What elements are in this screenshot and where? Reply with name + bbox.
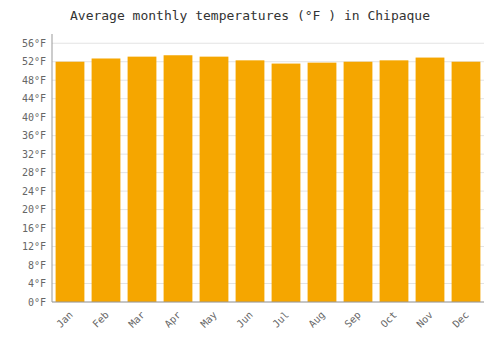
- x-tick-label: Dec: [450, 309, 471, 330]
- x-tick-label: Apr: [162, 309, 183, 330]
- y-tick-label: 32°F: [22, 149, 46, 160]
- y-tick-label: 56°F: [22, 38, 46, 49]
- grid-line: [52, 43, 484, 44]
- chart: Average monthly temperatures (°F ) in Ch…: [0, 0, 500, 350]
- x-axis-line: [52, 302, 484, 303]
- y-tick-label: 4°F: [28, 278, 46, 289]
- y-tick-label: 48°F: [22, 75, 46, 86]
- x-tick-label: Jan: [54, 309, 75, 330]
- background: [0, 0, 500, 350]
- x-tick-label: Feb: [90, 309, 111, 330]
- y-tick-label: 24°F: [22, 186, 46, 197]
- x-tick-label: Jul: [270, 309, 291, 330]
- y-tick-label: 12°F: [22, 241, 46, 252]
- bar: [92, 58, 121, 302]
- y-tick-label: 40°F: [22, 112, 46, 123]
- bar: [272, 64, 301, 302]
- x-tick-label: Sep: [342, 309, 363, 330]
- y-tick-label: 52°F: [22, 56, 46, 67]
- grid-line: [52, 302, 484, 303]
- bars: [56, 55, 481, 302]
- x-tick-label: Oct: [378, 309, 399, 330]
- x-tick-label: Jun: [234, 309, 255, 330]
- y-tick-label: 8°F: [28, 260, 46, 271]
- y-tick-label: 16°F: [22, 223, 46, 234]
- bar: [200, 57, 229, 302]
- bar: [380, 60, 409, 302]
- y-tick-label: 44°F: [22, 93, 46, 104]
- bar: [236, 60, 265, 302]
- title: Average monthly temperatures (°F ) in Ch…: [70, 8, 430, 23]
- x-tick-label: Nov: [414, 309, 435, 330]
- bar: [452, 62, 481, 302]
- y-tick-label: 20°F: [22, 204, 46, 215]
- bar: [308, 63, 337, 302]
- y-axis-line: [52, 34, 53, 302]
- bar: [416, 58, 445, 302]
- y-tick-label: 0°F: [28, 297, 46, 308]
- bar: [164, 55, 193, 302]
- y-axis: 0°F 4°F 8°F 12°F 16°F 20°F 24°F 28°F 32°F 36°F 40°…: [22, 38, 484, 308]
- bar: [128, 57, 157, 302]
- bar: [344, 62, 373, 302]
- y-tick-label: 28°F: [22, 167, 46, 178]
- x-tick-label: Aug: [306, 309, 327, 330]
- bar: [56, 62, 85, 302]
- x-axis: Jan Feb Mar Apr May Jun Jul Aug Sep Oct Nov Dec: [54, 309, 471, 330]
- y-tick-label: 36°F: [22, 130, 46, 141]
- chart-container: Average monthly temperatures (°F ) in Ch…: [0, 0, 500, 350]
- x-tick-label: Mar: [126, 309, 147, 330]
- x-tick-label: May: [198, 309, 219, 330]
